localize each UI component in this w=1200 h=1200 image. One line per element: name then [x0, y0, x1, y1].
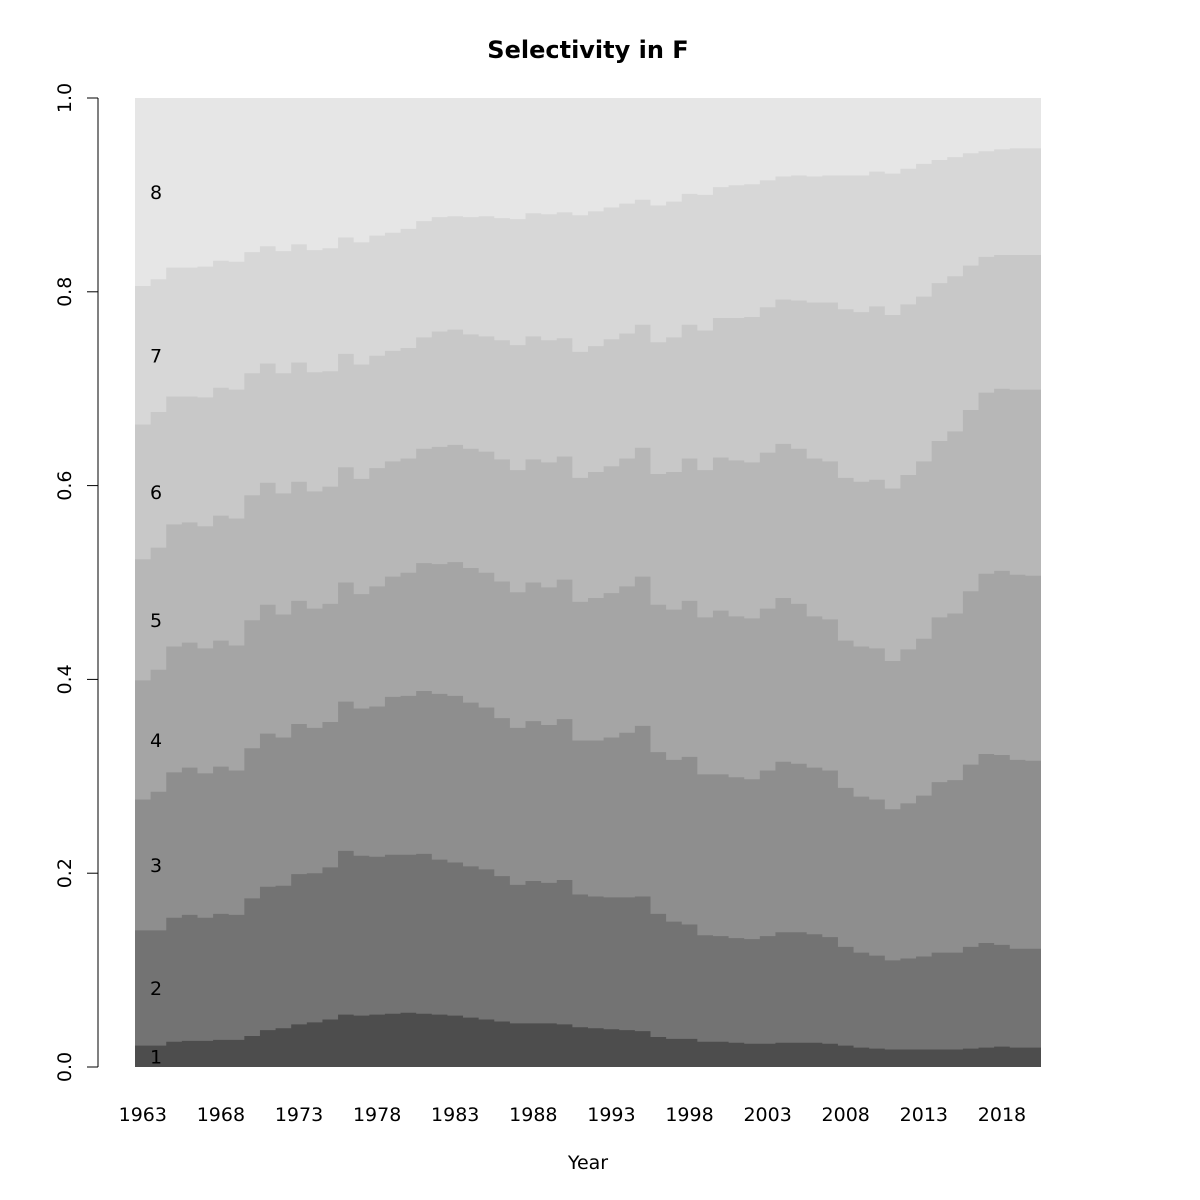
x-tick-label: 2013: [900, 1104, 948, 1126]
band-label-3: 3: [150, 855, 162, 877]
band-label-1: 1: [150, 1046, 162, 1068]
x-tick-label: 2003: [743, 1104, 791, 1126]
y-tick-label: 1.0: [54, 83, 76, 113]
x-tick-label: 1973: [275, 1104, 323, 1126]
x-tick-label: 2018: [978, 1104, 1026, 1126]
band-label-7: 7: [150, 345, 162, 367]
x-tick-label: 1998: [665, 1104, 713, 1126]
area-bands: [135, 98, 1041, 1067]
band-label-4: 4: [150, 730, 162, 752]
y-tick-label: 0.0: [54, 1052, 76, 1082]
x-tick-label: 2008: [822, 1104, 870, 1126]
band-labels: 1 2 3 4 5 6 7 8: [150, 182, 162, 1068]
x-axis: 1963 1968 1973 1978 1983 1988 1993 1998 2003 2008…: [119, 1104, 1026, 1126]
y-tick-label: 0.4: [54, 664, 76, 694]
y-tick-label: 0.6: [54, 470, 76, 500]
x-tick-label: 1963: [119, 1104, 167, 1126]
x-tick-label: 1968: [197, 1104, 245, 1126]
chart-title: Selectivity in F: [487, 36, 688, 64]
x-axis-label: Year: [567, 1152, 608, 1174]
band-area-1: [135, 1012, 1041, 1067]
x-tick-label: 1993: [587, 1104, 635, 1126]
band-label-2: 2: [150, 978, 162, 1000]
x-tick-label: 1983: [431, 1104, 479, 1126]
band-area-2: [135, 850, 1041, 1067]
y-axis: 0.0 0.2 0.4 0.6 0.8 1.0: [54, 83, 99, 1082]
band-label-5: 5: [150, 610, 162, 632]
x-tick-label: 1978: [353, 1104, 401, 1126]
y-tick-label: 0.2: [54, 858, 76, 888]
band-label-8: 8: [150, 182, 162, 204]
y-tick-label: 0.8: [54, 277, 76, 307]
band-label-6: 6: [150, 482, 162, 504]
x-tick-label: 1988: [509, 1104, 557, 1126]
